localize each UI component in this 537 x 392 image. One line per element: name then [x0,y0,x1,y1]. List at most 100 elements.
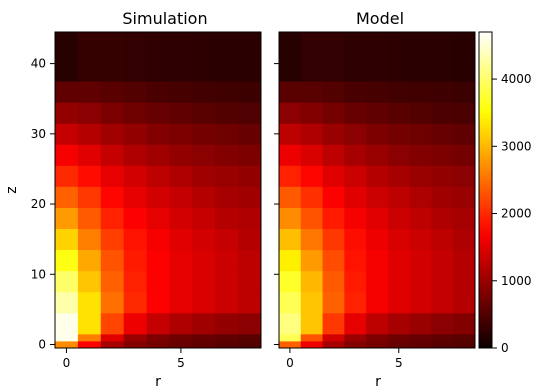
heatmap-cell [169,165,193,187]
heatmap-cell [366,123,389,145]
heatmap-cell [344,291,367,314]
heatmap-cell [192,333,216,342]
heatmap-cell [387,340,411,349]
heatmap-cell [100,312,125,335]
heatmap-cell [409,228,432,251]
heatmap-cell [322,249,345,272]
heatmap-cell [344,123,367,145]
heatmap-cell [300,312,323,335]
heatmap-cell [279,291,302,314]
simulation-x-axis-label: r [155,374,161,390]
heatmap-cell [215,144,239,166]
model-title: Model [356,9,404,28]
heatmap-cell [77,249,102,272]
heatmap-cell [100,81,125,103]
heatmap-cell [192,291,216,314]
y-tick-label: 20 [31,197,46,211]
heatmap-cell [100,102,125,124]
heatmap-cell [238,186,262,208]
heatmap-cell [192,340,216,349]
heatmap-cell [169,102,193,124]
heatmap-cell [100,144,125,166]
heatmap-cell [431,186,454,208]
heatmap-cell [100,32,125,82]
heatmap-cell [77,165,102,187]
heatmap-cell [77,186,102,208]
heatmap-cell [215,270,239,293]
heatmap-cell [169,291,193,314]
heatmap-cell [55,102,79,124]
heatmap-cell [431,123,454,145]
heatmap-cell [453,340,476,349]
heatmap-cell [100,333,125,342]
heatmap-cell [238,312,262,335]
heatmap-cell [100,291,125,314]
heatmap-cell [322,340,345,349]
simulation-axes-frame [54,31,262,349]
heatmap-cell [279,186,302,208]
heatmap-cell [300,333,323,342]
heatmap-cell [192,270,216,293]
heatmap-cell [192,249,216,272]
heatmap-cell [431,333,454,342]
heatmap-cell [215,165,239,187]
colorbar-fill [478,31,493,349]
heatmap-cell [146,144,170,166]
x-tick-label: 0 [286,356,294,370]
heatmap-cell [146,312,170,335]
model-y-ticks [274,63,279,345]
heatmap-cell [387,312,411,335]
heatmap-cell [453,144,476,166]
heatmap-cell [322,81,345,103]
heatmap-cell [192,165,216,187]
x-tick-label: 5 [177,356,185,370]
heatmap-cell [409,270,432,293]
heatmap-cell [431,165,454,187]
heatmap-cell [215,102,239,124]
heatmap-cell [238,249,262,272]
heatmap-cell [387,249,411,272]
heatmap-cell [366,291,389,314]
heatmap-cell [279,165,302,187]
y-tick-label: 40 [31,57,46,71]
heatmap-cell [55,81,79,103]
heatmap-cell [279,32,302,82]
heatmap-cell [344,144,367,166]
heatmap-cell [366,144,389,166]
heatmap-cell [366,186,389,208]
heatmap-cell [169,340,193,349]
heatmap-cell [344,165,367,187]
heatmap-cell [409,207,432,230]
heatmap-cell [322,312,345,335]
heatmap-cell [215,291,239,314]
heatmap-cell [453,333,476,342]
heatmap-cell [300,228,323,251]
colorbar-tick-label: 1000 [501,274,532,288]
heatmap-cell [409,249,432,272]
heatmap-cell [431,249,454,272]
x-tick-label: 0 [63,356,71,370]
heatmap-cell [279,249,302,272]
y-tick-label: 0 [38,337,46,351]
colorbar: 0 1000 2000 3000 4000 [478,31,532,355]
heatmap-cell [169,312,193,335]
heatmap-cell [344,312,367,335]
heatmap-cell [431,102,454,124]
heatmap-cell [322,123,345,145]
heatmap-cell [453,270,476,293]
heatmap-cell [238,207,262,230]
heatmap-cell [77,228,102,251]
heatmap-cell [123,249,147,272]
heatmap-cell [300,207,323,230]
colorbar-tick-label: 4000 [501,72,532,86]
heatmap-cell [123,81,147,103]
heatmap-cell [431,312,454,335]
heatmap-cell [387,207,411,230]
heatmap-cell [192,123,216,145]
heatmap-cell [215,228,239,251]
heatmap-cell [279,144,302,166]
heatmap-cell [123,312,147,335]
